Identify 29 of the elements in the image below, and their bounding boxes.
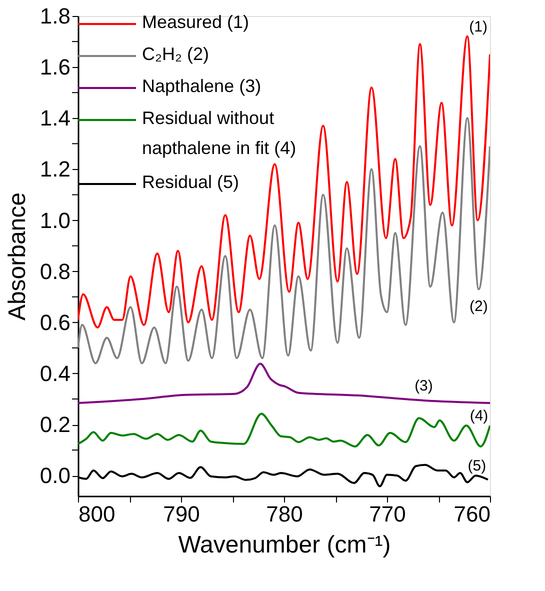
legend-label: Napthalene (3) — [142, 76, 262, 96]
x-tick-label: 790 — [163, 502, 200, 526]
y-tick-label: 0.6 — [40, 310, 70, 335]
x-tick-label: 800 — [78, 502, 116, 526]
x-tick-label: 770 — [369, 502, 406, 526]
annotation: (5) — [468, 458, 486, 475]
y-tick-label: 1.6 — [40, 54, 70, 80]
y-tick-label: 0.4 — [40, 360, 70, 386]
annotation: (3) — [414, 377, 433, 394]
legend-label: Residual (5) — [142, 172, 240, 192]
line-series — [78, 35, 490, 328]
y-tick-label: 1.8 — [40, 4, 70, 28]
line-series — [78, 362, 490, 404]
y-axis-title: Absorbance — [4, 192, 31, 321]
x-tick-label: 760 — [454, 502, 490, 526]
legend-label: Residual without napthalene in fit (4) — [142, 108, 296, 158]
y-tick-label: 0.8 — [40, 258, 70, 284]
x-tick-label: 780 — [266, 502, 303, 526]
legend-label: C₂H₂ (2) — [142, 44, 209, 64]
y-tick-label: 1.2 — [40, 156, 70, 182]
y-tick-label: 1.0 — [40, 208, 70, 233]
y-tick-label: 0.2 — [40, 412, 70, 438]
legend-label: Measured (1) — [142, 12, 250, 32]
annotation: (2) — [470, 298, 488, 316]
y-tick-label: 1.4 — [40, 106, 70, 131]
y-tick-label: 0.0 — [40, 463, 70, 488]
x-axis-title: Wavenumber (cm⁻¹) — [178, 532, 391, 558]
annotation: (1) — [469, 18, 488, 36]
annotation: (4) — [470, 408, 488, 425]
